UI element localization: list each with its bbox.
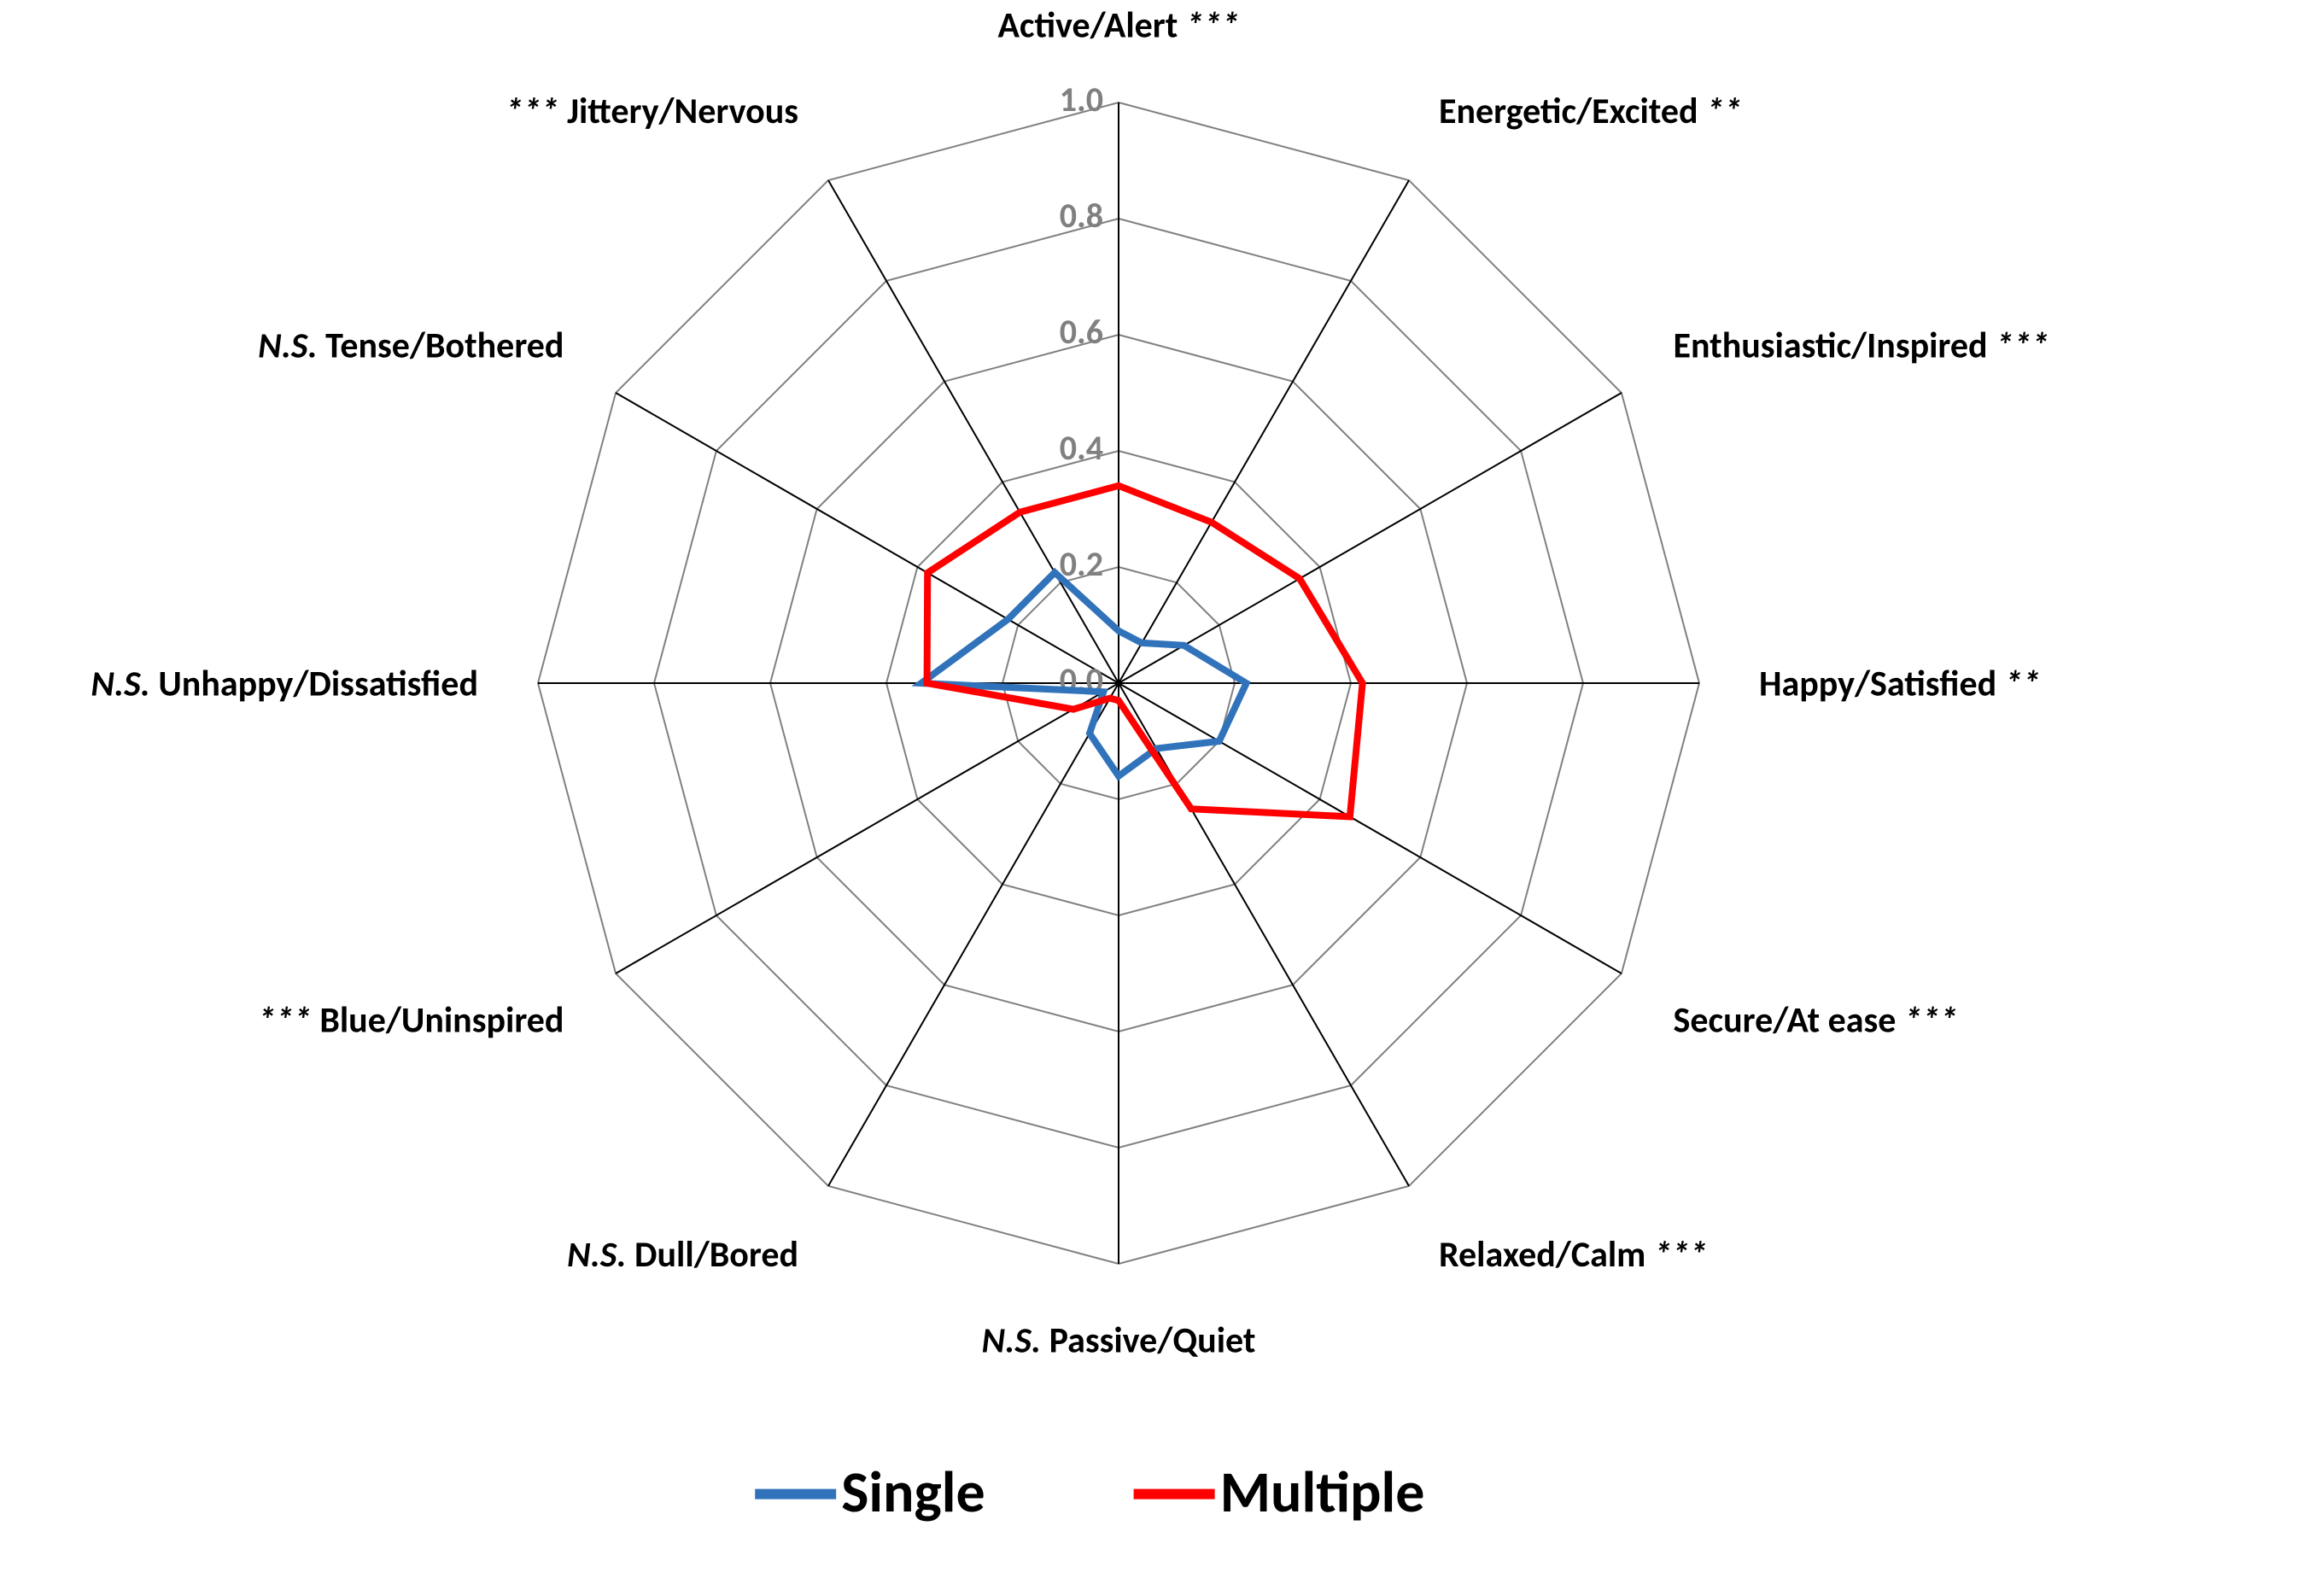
axis-spoke xyxy=(828,683,1119,1186)
axis-label: N.S. Dull/Bored xyxy=(567,1233,798,1277)
axis-label: Relaxed/Calm *** xyxy=(1439,1233,1708,1277)
tick-label: 0.8 xyxy=(1060,195,1103,237)
axis-label-text: Relaxed/Calm xyxy=(1439,1233,1645,1277)
axis-significance: *** xyxy=(1996,324,2049,368)
axis-significance: ** xyxy=(1706,90,1742,133)
axis-label-text: Unhappy/Dissatisfied xyxy=(158,663,478,706)
axis-significance: N.S. xyxy=(91,663,150,706)
axis-label-text: Enthusiastic/Inspired xyxy=(1674,324,1988,368)
axis-label: N.S. Passive/Quiet xyxy=(982,1319,1256,1363)
axis-label-text: Secure/At ease xyxy=(1674,999,1897,1043)
axis-label-text: Energetic/Excited xyxy=(1439,90,1698,133)
axis-spoke xyxy=(1119,683,1409,1186)
axis-significance: *** xyxy=(506,90,559,133)
tick-label: 0.6 xyxy=(1060,311,1103,353)
tick-label: 0.4 xyxy=(1060,427,1103,469)
axis-significance: ** xyxy=(2005,663,2041,706)
axis-label: Active/Alert *** xyxy=(997,4,1239,48)
axis-significance: *** xyxy=(1186,4,1240,48)
axis-label-text: Jittery/Nervous xyxy=(567,90,798,133)
axis-label: Happy/Satisfied ** xyxy=(1759,663,2041,706)
axis-label: *** Jittery/Nervous xyxy=(506,90,798,133)
axis-significance: *** xyxy=(258,999,312,1043)
axis-significance: *** xyxy=(1654,1233,1708,1277)
series-line xyxy=(927,486,1363,817)
axis-label: Secure/At ease *** xyxy=(1674,999,1958,1043)
axis-spoke xyxy=(1119,683,1622,973)
tick-label: 1.0 xyxy=(1060,79,1103,120)
axis-label-text: Blue/Uninspired xyxy=(319,999,564,1043)
legend-label: Single xyxy=(841,1457,985,1528)
axis-label-text: Active/Alert xyxy=(997,4,1178,48)
axis-label: N.S. Tense/Bothered xyxy=(258,324,564,368)
axis-significance: N.S. xyxy=(258,324,318,368)
axis-significance: *** xyxy=(1904,999,1958,1043)
axis-label-text: Dull/Bored xyxy=(634,1233,798,1277)
axis-label: Enthusiastic/Inspired *** xyxy=(1674,324,2049,368)
axis-significance: N.S. xyxy=(567,1233,627,1277)
axis-significance: N.S. xyxy=(982,1319,1042,1363)
legend-label: Multiple xyxy=(1220,1457,1425,1528)
axis-label: *** Blue/Uninspired xyxy=(258,999,564,1043)
axis-label-text: Tense/Bothered xyxy=(325,324,564,368)
axis-spoke xyxy=(1119,180,1409,683)
axis-spoke xyxy=(1119,393,1622,683)
axis-label-text: Happy/Satisfied xyxy=(1759,663,1996,706)
axis-label-text: Passive/Quiet xyxy=(1049,1319,1256,1363)
radar-chart-svg: 0.00.20.40.60.81.0Active/Alert ***Energe… xyxy=(0,0,2297,1596)
axis-spoke xyxy=(616,393,1119,683)
axis-spoke xyxy=(616,683,1119,973)
axis-label: N.S. Unhappy/Dissatisfied xyxy=(91,663,478,706)
radar-chart-container: 0.00.20.40.60.81.0Active/Alert ***Energe… xyxy=(0,0,2297,1596)
axis-label: Energetic/Excited ** xyxy=(1439,90,1742,133)
